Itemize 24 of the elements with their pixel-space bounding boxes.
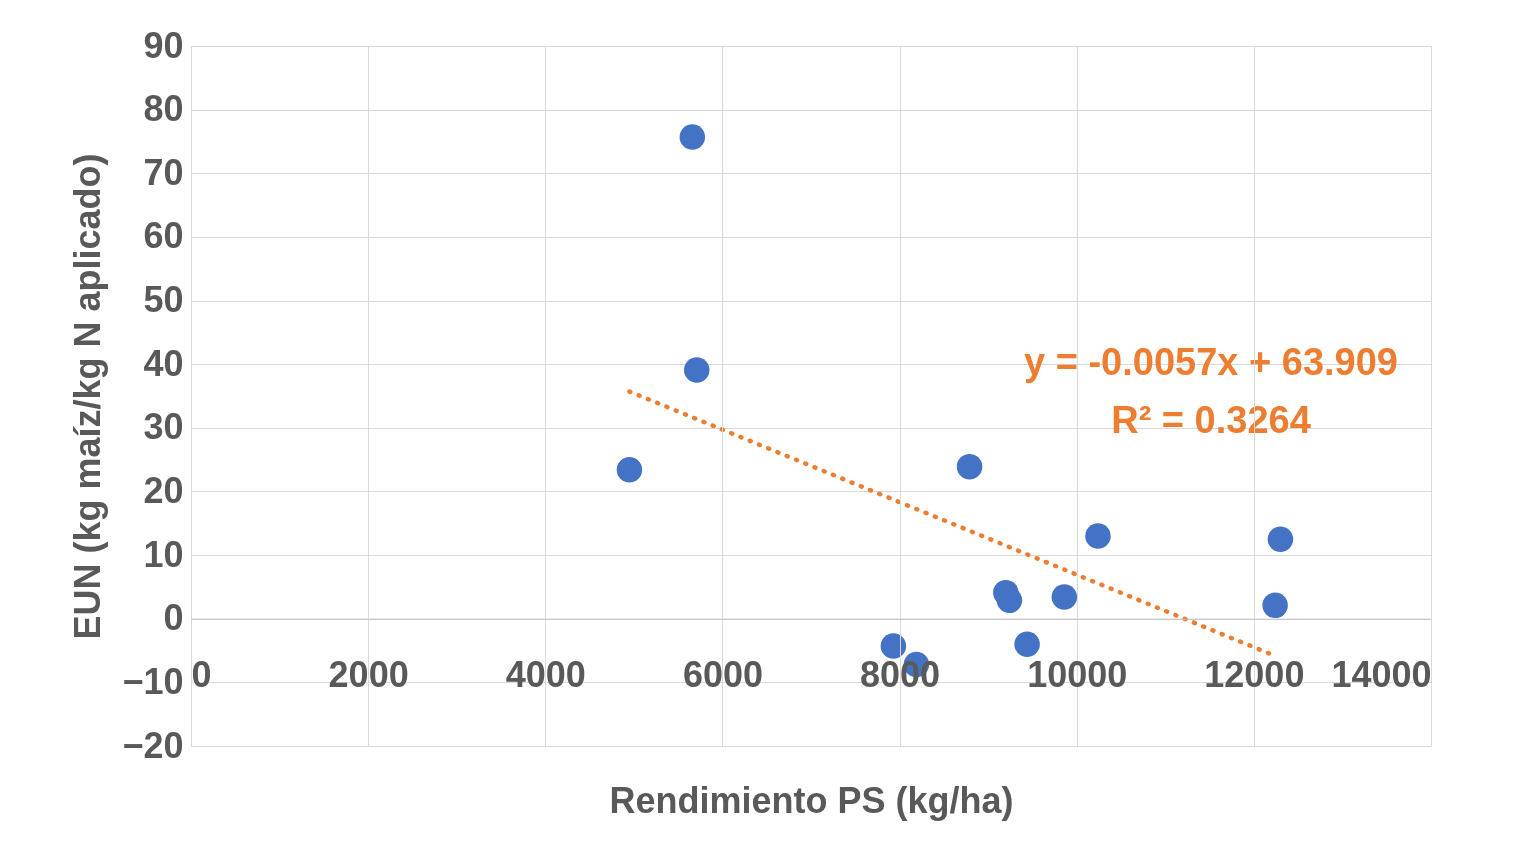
x-tick-label: 0 xyxy=(191,654,212,696)
x-axis-title: Rendimiento PS (kg/ha) xyxy=(609,779,1014,821)
x-tick-label: 14000 xyxy=(1331,654,1432,696)
x-tick-label: 8000 xyxy=(860,654,941,696)
y-tick-label: 50 xyxy=(143,279,184,321)
y-tick-label: 40 xyxy=(143,342,184,384)
x-tick-label: 12000 xyxy=(1204,654,1305,696)
y-tick-label: 30 xyxy=(143,406,184,448)
annotation: R² = 0.3264 xyxy=(1111,399,1311,441)
y-tick-label: 80 xyxy=(143,88,184,130)
y-tick-label: 0 xyxy=(163,597,184,639)
y-tick-label: 90 xyxy=(143,24,184,66)
annotation: y = -0.0057x + 63.909 xyxy=(1024,341,1398,383)
y-tick-label: 60 xyxy=(143,215,184,257)
y-tick-label: −20 xyxy=(122,724,184,766)
y-tick-label: −10 xyxy=(122,660,184,702)
x-tick-label: 6000 xyxy=(682,654,763,696)
y-tick-label: 70 xyxy=(143,151,184,193)
x-tick-label: 2000 xyxy=(328,654,409,696)
y-tick-label: 20 xyxy=(143,469,184,511)
x-tick-label: 10000 xyxy=(1027,654,1128,696)
y-tick-label: 10 xyxy=(143,533,184,575)
y-axis-title: EUN (kg maíz/kg N aplicado) xyxy=(67,153,109,640)
x-tick-label: 4000 xyxy=(505,654,586,696)
